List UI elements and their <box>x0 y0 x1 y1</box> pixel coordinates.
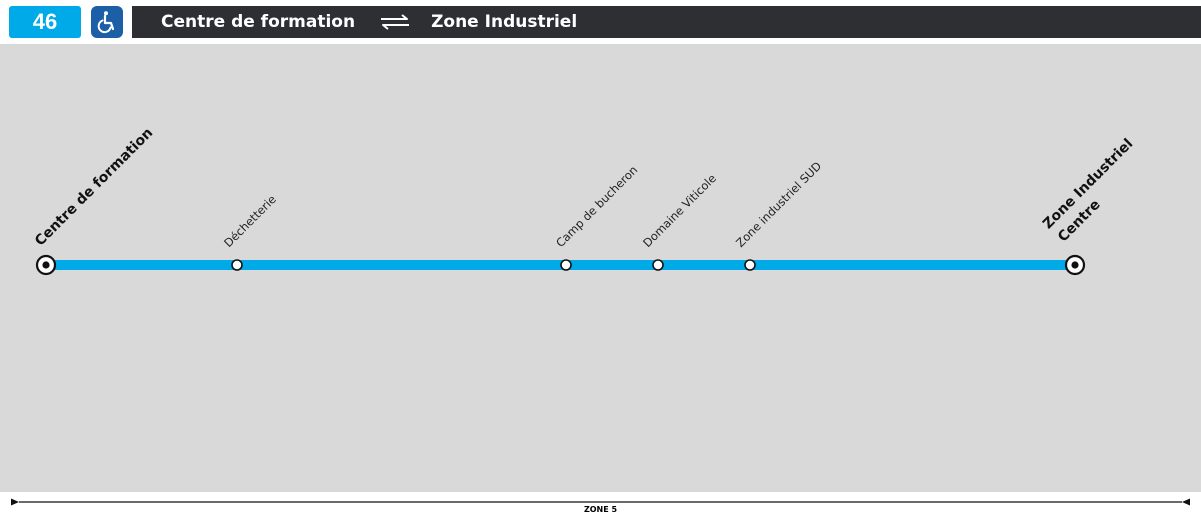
zone-extent-bar <box>11 498 1190 506</box>
stop-marker-zone-industriel-sud <box>744 259 756 271</box>
terminus-end-marker <box>1064 254 1086 276</box>
line-number: 46 <box>32 9 58 34</box>
route-map: Centre de formation Zone Industriel Cent… <box>0 44 1201 492</box>
stop-marker-dechetterie <box>231 259 243 271</box>
route-header: 46 Centre de formation Zone Industriel <box>0 0 1201 44</box>
line-number-badge: 46 <box>9 6 81 38</box>
route-title-bar: Centre de formation Zone Industriel <box>132 6 1201 38</box>
stop-marker-camp-de-bucheron <box>560 259 572 271</box>
bidirectional-arrows-icon <box>381 14 410 30</box>
zone-label: ZONE 5 <box>583 505 618 514</box>
terminus-start-marker <box>35 254 57 276</box>
zone-arrow-right-icon <box>1182 498 1190 506</box>
stop-marker-domaine-viticole <box>652 259 664 271</box>
route-destination: Zone Industriel <box>431 12 578 32</box>
zone-arrow-left-icon <box>11 498 19 506</box>
route-diagram <box>35 254 1086 276</box>
wheelchair-icon <box>91 6 123 38</box>
route-origin: Centre de formation <box>161 12 356 32</box>
